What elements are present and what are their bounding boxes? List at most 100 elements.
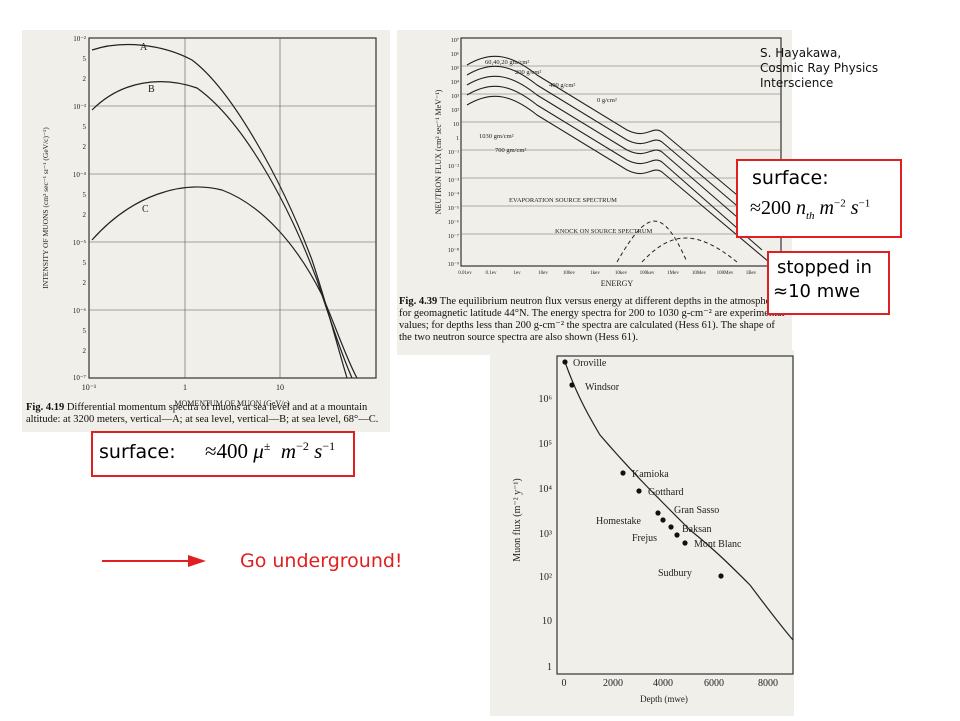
- site-label-baksan: Baksan: [682, 524, 711, 535]
- site-labels: Oroville Windsor Kamioka Gotthard Gran S…: [573, 358, 742, 579]
- svg-text:10Mev: 10Mev: [692, 271, 707, 276]
- svg-text:6000: 6000: [704, 678, 724, 689]
- go-underground-text: Go underground!: [240, 550, 403, 572]
- neutron-grid: [461, 65, 781, 235]
- neutron-x-title: ENERGY: [601, 279, 634, 288]
- svg-text:KNOCK ON SOURCE SPECTRUM: KNOCK ON SOURCE SPECTRUM: [555, 228, 653, 235]
- site-label-sudbury: Sudbury: [658, 568, 692, 579]
- neutron-flux-figure: 60,40,20 gm/cm² 200 g/cm² 400 g/cm² 0 g/…: [397, 30, 792, 355]
- site-points: [562, 359, 724, 579]
- muon-surface-label: surface:: [99, 441, 176, 463]
- neutron-plot-frame: [460, 37, 782, 267]
- muon-x-title: MOMENTUM OF MUON (GeV/c): [174, 399, 290, 408]
- svg-text:1: 1: [456, 136, 459, 142]
- depth-plot-frame: [556, 355, 794, 675]
- svg-text:10⁻⁷: 10⁻⁷: [73, 374, 87, 382]
- svg-text:2: 2: [83, 143, 87, 151]
- citation-publisher: Interscience: [760, 76, 834, 90]
- svg-text:10⁻¹: 10⁻¹: [448, 150, 459, 156]
- svg-text:10⁻⁵: 10⁻⁵: [448, 206, 459, 212]
- curve-c: [91, 186, 358, 379]
- curve-label-b: B: [148, 84, 155, 95]
- svg-text:1ev: 1ev: [513, 271, 521, 276]
- depth-y-title: Muon flux (m⁻² y⁻¹): [512, 478, 523, 562]
- muon-figure-caption: Fig. 4.19 Differential momentum spectra …: [26, 402, 379, 425]
- svg-text:10⁻⁷: 10⁻⁷: [448, 234, 459, 240]
- svg-text:10: 10: [276, 383, 284, 392]
- muon-y-title: INTENSITY OF MUONS (cm² sec⁻¹ sr⁻¹ (GeV/…: [41, 127, 50, 289]
- muon-y-ticks: 10⁻² 5 2 10⁻³ 5 2 10⁻⁴ 5 2 10⁻⁵ 5 2 10⁻⁶…: [73, 35, 87, 382]
- svg-text:1Bev: 1Bev: [746, 271, 757, 276]
- stopped-box: stopped in ≈10 mwe: [767, 251, 890, 315]
- svg-text:200 g/cm²: 200 g/cm²: [515, 69, 541, 76]
- svg-text:700 gm/cm²: 700 gm/cm²: [495, 147, 526, 154]
- svg-text:10⁴: 10⁴: [451, 80, 459, 86]
- svg-text:10: 10: [542, 616, 552, 627]
- citation-title: Cosmic Ray Physics: [760, 61, 879, 75]
- svg-text:100Mev: 100Mev: [717, 271, 734, 276]
- svg-text:0: 0: [562, 678, 567, 689]
- site-label-homestake: Homestake: [596, 516, 642, 527]
- neutron-curves: [466, 55, 770, 263]
- svg-text:10⁻⁶: 10⁻⁶: [73, 307, 87, 315]
- muon-x-ticks: 10⁻¹ 1 10: [82, 383, 284, 392]
- svg-text:10⁻²: 10⁻²: [448, 164, 459, 170]
- depth-flux-curve: [564, 361, 794, 641]
- depth-x-ticks: 0 2000 4000 6000 8000: [562, 678, 779, 689]
- svg-text:2000: 2000: [603, 678, 623, 689]
- depth-y-ticks: 10⁶ 10⁵ 10⁴ 10³ 10² 10 1: [539, 394, 553, 673]
- svg-text:0 g/cm²: 0 g/cm²: [597, 97, 617, 104]
- svg-text:100kev: 100kev: [640, 271, 655, 276]
- svg-text:5: 5: [83, 55, 87, 63]
- svg-text:5: 5: [83, 191, 87, 199]
- citation: S. Hayakawa, Cosmic Ray Physics Intersci…: [760, 46, 878, 91]
- site-label-gran-sasso: Gran Sasso: [674, 505, 719, 516]
- svg-text:2: 2: [83, 347, 87, 355]
- neutron-y-title: NEUTRON FLUX (cm² sec⁻¹ MeV⁻¹): [434, 89, 443, 214]
- svg-text:10⁻³: 10⁻³: [448, 178, 459, 184]
- svg-text:1: 1: [547, 662, 552, 673]
- muon-spectrum-plot: A B C 10⁻² 5 2 10⁻³ 5 2 10⁻⁴ 5 2 10⁻⁵ 5 …: [41, 35, 377, 408]
- citation-author: S. Hayakawa,: [760, 46, 842, 60]
- muon-plot-frame: [88, 37, 377, 379]
- muon-surface-flux: ≈400 μ± m−2 s−1: [205, 439, 336, 463]
- svg-text:5: 5: [83, 327, 87, 335]
- svg-text:10⁻⁵: 10⁻⁵: [73, 239, 87, 247]
- svg-text:10⁻⁴: 10⁻⁴: [73, 171, 87, 179]
- svg-text:EVAPORATION SOURCE SPECTRUM: EVAPORATION SOURCE SPECTRUM: [509, 197, 617, 204]
- curve-label-a: A: [140, 42, 148, 53]
- svg-text:0.01ev: 0.01ev: [458, 271, 472, 276]
- svg-text:10³: 10³: [451, 94, 459, 100]
- neutron-flux-plot: 60,40,20 gm/cm² 200 g/cm² 400 g/cm² 0 g/…: [434, 37, 782, 288]
- curve-b: [91, 81, 353, 379]
- svg-text:10⁶: 10⁶: [539, 394, 553, 405]
- site-label-gotthard: Gotthard: [648, 487, 684, 498]
- neutron-y-ticks: 10⁷ 10⁶ 10⁵ 10⁴ 10³ 10² 10 1 10⁻¹ 10⁻² 1…: [448, 38, 459, 268]
- evaporation-source-curve: [616, 220, 688, 263]
- depth-x-title: Depth (mwe): [640, 694, 688, 704]
- svg-text:10⁻²: 10⁻²: [73, 35, 86, 43]
- svg-text:5: 5: [83, 259, 87, 267]
- svg-text:2: 2: [83, 279, 87, 287]
- knock-on-source-curve: [641, 237, 738, 263]
- svg-text:2: 2: [83, 211, 87, 219]
- svg-text:0.1ev: 0.1ev: [486, 271, 497, 276]
- svg-text:60,40,20 gm/cm²: 60,40,20 gm/cm²: [485, 59, 529, 66]
- svg-text:10⁻⁶: 10⁻⁶: [448, 220, 459, 226]
- svg-text:10²: 10²: [539, 572, 552, 583]
- svg-text:100ev: 100ev: [563, 271, 576, 276]
- svg-text:10⁶: 10⁶: [451, 52, 459, 58]
- curve-a: [91, 43, 348, 379]
- svg-text:10⁻⁹: 10⁻⁹: [448, 262, 459, 268]
- curve-label-c: C: [142, 204, 149, 215]
- neutron-surface-flux: ≈200 nth m−2 s−1: [750, 197, 871, 222]
- depth-flux-plot: Oroville Windsor Kamioka Gotthard Gran S…: [512, 355, 794, 704]
- svg-text:10⁻⁴: 10⁻⁴: [448, 192, 459, 198]
- site-label-frejus: Frejus: [632, 533, 657, 544]
- svg-text:1030 gm/cm²: 1030 gm/cm²: [479, 133, 514, 140]
- svg-text:1: 1: [183, 383, 187, 392]
- depth-flux-figure: Oroville Windsor Kamioka Gotthard Gran S…: [490, 350, 794, 716]
- svg-text:10⁴: 10⁴: [539, 484, 553, 495]
- stopped-depth: ≈10 mwe: [773, 281, 861, 302]
- svg-text:10⁻³: 10⁻³: [73, 103, 86, 111]
